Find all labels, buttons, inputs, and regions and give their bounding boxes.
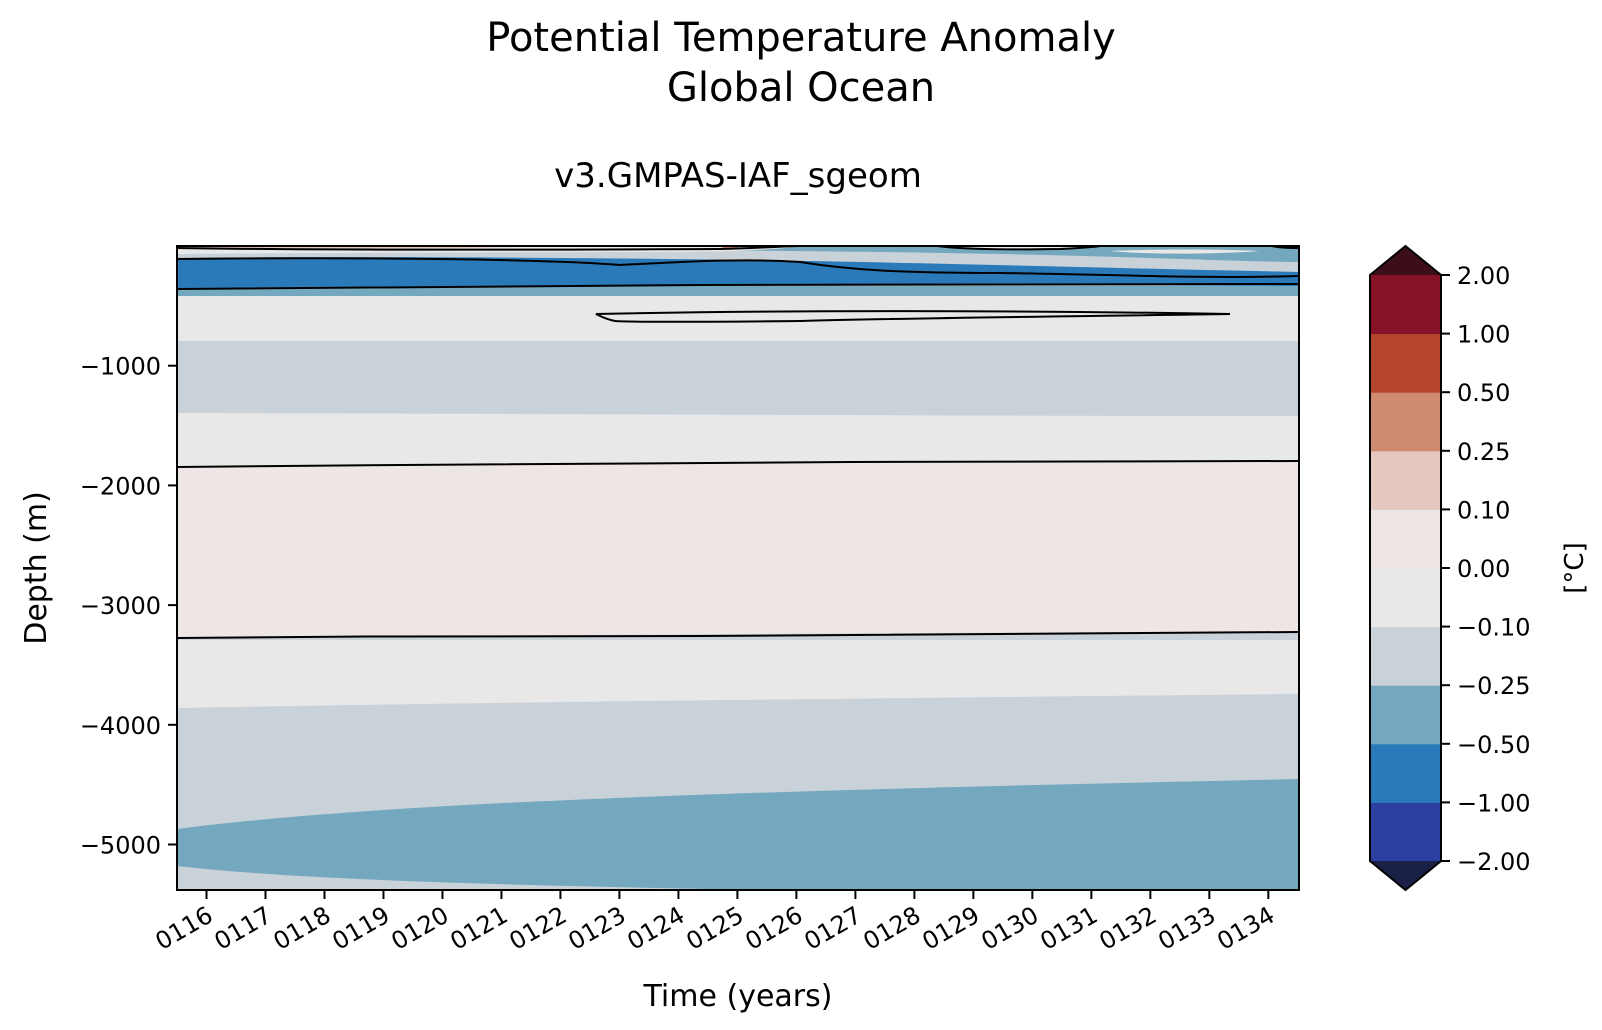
band-deep-pink	[177, 461, 1299, 637]
x-tick-label: 0133	[1153, 901, 1220, 956]
y-tick-label: −2000	[80, 472, 161, 500]
band-abyssal-white	[177, 640, 1299, 708]
x-tick-label: 0127	[799, 901, 866, 956]
colorbar-swatch	[1370, 568, 1441, 628]
band-mid-white	[177, 413, 1299, 467]
x-axis: 0116011701180119012001210122012301240125…	[151, 890, 1279, 956]
x-tick-label: 0120	[387, 901, 454, 956]
x-tick-label: 0119	[328, 901, 395, 956]
colorbar-tick-label: −0.50	[1457, 731, 1531, 759]
x-tick-label: 0124	[623, 901, 690, 956]
contour-line-closed-anomaly	[595, 310, 1231, 323]
x-tick-label: 0122	[505, 901, 572, 956]
x-tick-label: 0129	[917, 901, 984, 956]
colorbar: −2.00 −1.00 −0.50 −0.25 −0.10 0.00 0.10 0.25 0.5…	[1369, 244, 1531, 892]
y-tick-label: −4000	[80, 712, 161, 740]
y-tick-label: −3000	[80, 592, 161, 620]
colorbar-swatch	[1370, 450, 1441, 510]
colorbar-swatch	[1370, 802, 1441, 862]
colorbar-swatch	[1370, 275, 1441, 335]
colorbar-tick-label: 2.00	[1457, 262, 1510, 290]
colorbar-swatch	[1370, 743, 1441, 803]
colorbar-swatch	[1370, 392, 1441, 452]
y-tick-label: −5000	[80, 832, 161, 860]
colorbar-swatch	[1370, 685, 1441, 745]
x-axis-label: Time (years)	[643, 979, 833, 1014]
contour-line-thermocline-top	[177, 257, 1299, 278]
colorbar-tick-label: −2.00	[1457, 848, 1531, 876]
figure-title-line1: Potential Temperature Anomaly	[486, 15, 1116, 61]
contour-line-surface	[177, 246, 801, 251]
band-intermediate-white	[177, 294, 1299, 341]
colorbar-swatch	[1370, 509, 1441, 569]
band-deep-blue	[177, 779, 1299, 890]
x-tick-label: 0118	[269, 901, 336, 956]
x-tick-label: 0116	[151, 901, 218, 956]
colorbar-tick-label: 1.00	[1457, 321, 1510, 349]
x-tick-label: 0132	[1094, 901, 1161, 956]
band-upper-lightblue	[177, 286, 1299, 296]
colorbar-tick-label: 0.50	[1457, 379, 1510, 407]
y-tick-label: −1000	[80, 353, 161, 381]
band-thermocline-blue	[177, 257, 1299, 288]
colorbar-tick-label: −0.25	[1457, 672, 1531, 700]
colorbar-label: [°C]	[1560, 542, 1590, 593]
band-surface-patch-right	[1110, 249, 1260, 254]
x-tick-label: 0117	[210, 901, 277, 956]
x-tick-label: 0125	[682, 901, 749, 956]
contour-line-thermocline-bottom	[177, 283, 1299, 290]
x-tick-label: 0123	[564, 901, 631, 956]
y-axis-label: Depth (m)	[19, 491, 54, 645]
colorbar-swatch	[1370, 626, 1441, 686]
plot-title: v3.GMPAS-IAF_sgeom	[554, 156, 922, 196]
colorbar-tick-label: 0.00	[1457, 555, 1510, 583]
x-tick-label: 0128	[858, 901, 925, 956]
contour-line-surface-patch	[936, 246, 1101, 251]
figure-title-line2: Global Ocean	[666, 65, 936, 111]
colorbar-swatch	[1370, 333, 1441, 393]
colorbar-under-arrow	[1370, 861, 1441, 890]
contour-line-depth-1800	[177, 460, 1299, 468]
colorbar-over-arrow	[1370, 246, 1441, 275]
y-axis: −1000 −2000 −3000 −4000 −5000	[80, 353, 177, 860]
colorbar-tick-label: 0.25	[1457, 438, 1510, 466]
x-tick-label: 0134	[1212, 901, 1279, 956]
contour-fill-layer	[177, 246, 1299, 890]
contour-line-layer	[177, 246, 1299, 639]
contour-line-depth-3250	[177, 631, 1299, 639]
colorbar-tick-label: −0.10	[1457, 614, 1531, 642]
colorbar-tick-label: −1.00	[1457, 789, 1531, 817]
x-tick-label: 0131	[1035, 901, 1102, 956]
x-tick-label: 0130	[976, 901, 1043, 956]
x-tick-label: 0121	[446, 901, 513, 956]
colorbar-tick-label: 0.10	[1457, 496, 1510, 524]
x-tick-label: 0126	[741, 901, 808, 956]
